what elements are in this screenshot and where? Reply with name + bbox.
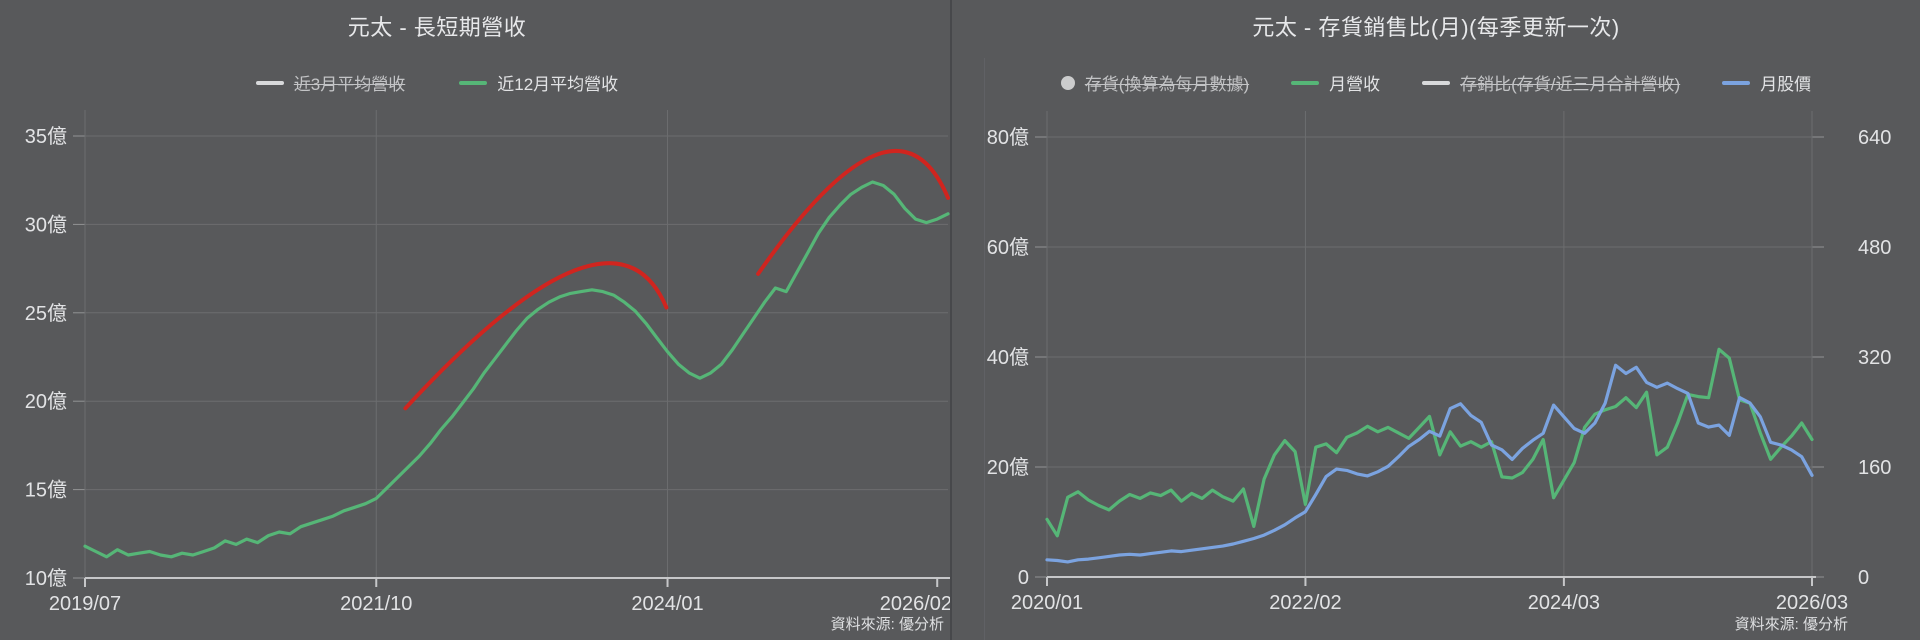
- inventory-chart-panel: 元太 - 存貨銷售比(月)(每季更新一次) 存貨(換算為每月數據) 月營收 存銷比(…: [952, 0, 1920, 640]
- right-chart-source: 資料來源: 優分析: [1734, 616, 1848, 633]
- y-axis-label: 35億: [25, 125, 67, 148]
- y-axis-label: 20億: [987, 456, 1029, 479]
- legend-item-0-1[interactable]: 近12月平均營收: [459, 70, 618, 95]
- cycle-arc-2-annotation: [756, 148, 950, 276]
- right-chart-legend: 存貨(換算為每月數據) 月營收 存銷比(存貨/近三月合計營收) 月股價: [952, 70, 1920, 95]
- line-marker-icon: [1291, 80, 1320, 85]
- legend-label: 月營收: [1329, 75, 1381, 94]
- legend-label: 存銷比(存貨/近三月合計營收): [1460, 75, 1681, 94]
- circle-marker-icon: [1060, 75, 1075, 90]
- y-axis-label: 25億: [25, 302, 67, 325]
- y-axis-label: 60億: [987, 236, 1029, 259]
- series-line-月營收[interactable]: [1045, 347, 1814, 538]
- legend-item-0-0[interactable]: 近3月平均營收: [255, 70, 406, 95]
- chart-canvas-1[interactable]: 0 20億 40億 60億 80億 0 160 320 480 640 2020/01 2022/02…: [952, 0, 1920, 640]
- y-right-axis-label: 0: [1858, 567, 1869, 589]
- y-axis-label: 15億: [25, 479, 67, 502]
- x-axis-label: 2026/03: [1776, 592, 1848, 614]
- y-right-axis-label: 320: [1858, 347, 1891, 369]
- legend-item-1-2[interactable]: 存銷比(存貨/近三月合計營收): [1422, 70, 1680, 95]
- y-right-axis-label: 480: [1858, 237, 1891, 259]
- chart-canvas-0[interactable]: 10億 15億 20億 25億 30億 35億 2019/07 2021/10 2024/01 2…: [0, 0, 950, 640]
- legend-label: 月股價: [1760, 75, 1812, 94]
- left-chart-legend: 近3月平均營收 近12月平均營收: [0, 70, 874, 95]
- y-axis-label: 30億: [25, 213, 67, 236]
- legend-label: 近3月平均營收: [293, 75, 406, 94]
- y-right-axis-label: 160: [1858, 457, 1891, 479]
- x-axis-label: 2019/07: [49, 593, 121, 615]
- legend-label: 存貨(換算為每月數據): [1084, 75, 1250, 94]
- x-axis-label: 2024/01: [631, 593, 703, 615]
- left-chart-title: 元太 - 長短期營收: [347, 15, 527, 40]
- x-axis-label: 2022/02: [1269, 592, 1341, 614]
- y-axis-label: 20億: [25, 390, 67, 413]
- right-panel-border: [984, 58, 985, 640]
- x-axis-label: 2021/10: [340, 593, 412, 615]
- legend-item-1-0[interactable]: 存貨(換算為每月數據): [1060, 70, 1250, 95]
- y-axis-label: 40億: [987, 346, 1029, 369]
- legend-label: 近12月平均營收: [497, 75, 619, 94]
- y-axis-label: 10億: [25, 567, 67, 590]
- x-axis-label: 2020/01: [1011, 592, 1083, 614]
- right-chart-title: 元太 - 存貨銷售比(月)(每季更新一次): [1252, 15, 1620, 40]
- line-marker-icon: [459, 80, 488, 85]
- y-axis-label: 0: [1018, 567, 1029, 589]
- left-chart-source: 資料來源: 優分析: [830, 616, 944, 633]
- revenue-chart-panel: 元太 - 長短期營收 近3月平均營收 近12月平均營收 10億 15億 20億 25億 3…: [0, 0, 950, 640]
- series-line-月股價[interactable]: [1045, 363, 1814, 564]
- line-marker-icon: [1722, 80, 1751, 85]
- y-right-axis-label: 640: [1858, 127, 1891, 149]
- legend-item-1-3[interactable]: 月股價: [1722, 70, 1811, 95]
- line-marker-icon: [1422, 80, 1451, 85]
- line-marker-icon: [255, 80, 284, 85]
- legend-item-1-1[interactable]: 月營收: [1291, 70, 1380, 95]
- cycle-arc-1-annotation: [403, 261, 669, 411]
- x-axis-label: 2024/03: [1528, 592, 1600, 614]
- panel-divider: [950, 0, 952, 640]
- series-line-近12月平均營收[interactable]: [83, 180, 950, 559]
- y-axis-label: 80億: [987, 126, 1029, 149]
- x-axis-label: 2026/02: [880, 593, 950, 615]
